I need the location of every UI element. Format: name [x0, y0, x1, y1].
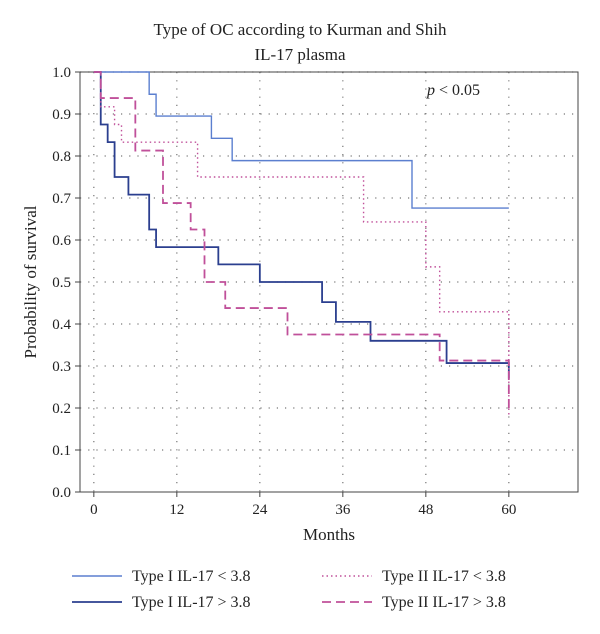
y-tick-label: 0.0 — [52, 485, 71, 501]
y-tick-label: 0.2 — [52, 401, 71, 417]
legend-label-4: Type II IL-17 > 3.8 — [382, 594, 506, 611]
series-line-3 — [93, 71, 510, 417]
p-value-rest: < 0.05 — [435, 82, 480, 99]
y-tick-label: 1.0 — [52, 65, 71, 81]
x-tick-label: 36 — [335, 502, 351, 518]
p-value-symbol: p — [426, 82, 435, 99]
y-tick-label: 0.9 — [52, 107, 71, 123]
y-tick-label: 0.5 — [52, 275, 71, 291]
chart-subtitle: IL-17 plasma — [254, 45, 346, 64]
x-axis-ticks: 0 12 24 36 48 60 — [90, 492, 516, 518]
chart-title: Type of OC according to Kurman and Shih — [154, 20, 447, 39]
series-lines — [93, 71, 510, 417]
series-line-4 — [93, 71, 510, 413]
p-value-annotation: p < 0.05 — [426, 82, 480, 99]
x-tick-label: 60 — [501, 502, 516, 518]
legend-label-1: Type I IL-17 < 3.8 — [132, 568, 251, 585]
x-tick-label: 48 — [418, 502, 433, 518]
y-tick-label: 0.7 — [52, 191, 71, 207]
x-tick-label: 0 — [90, 502, 98, 518]
legend-label-3: Type II IL-17 < 3.8 — [382, 568, 506, 585]
series-line-2 — [93, 71, 510, 379]
y-tick-label: 0.3 — [52, 359, 71, 375]
y-tick-label: 0.8 — [52, 149, 71, 165]
grid-lines — [80, 71, 578, 492]
legend: Type I IL-17 < 3.8 Type I IL-17 > 3.8 Type… — [72, 568, 506, 611]
x-tick-label: 24 — [252, 502, 268, 518]
legend-label-2: Type I IL-17 > 3.8 — [132, 594, 251, 611]
y-axis-ticks: 0.0 0.1 0.2 0.3 0.4 0.5 0.6 0.7 0.8 0.9 1.0 — [52, 65, 80, 501]
series-line-1 — [93, 71, 509, 209]
y-tick-label: 0.1 — [52, 443, 71, 459]
y-tick-label: 0.4 — [52, 317, 71, 333]
y-axis-label: Probability of survival — [21, 205, 40, 358]
y-tick-label: 0.6 — [52, 233, 71, 249]
x-tick-label: 12 — [169, 502, 184, 518]
x-axis-label: Months — [303, 525, 355, 544]
